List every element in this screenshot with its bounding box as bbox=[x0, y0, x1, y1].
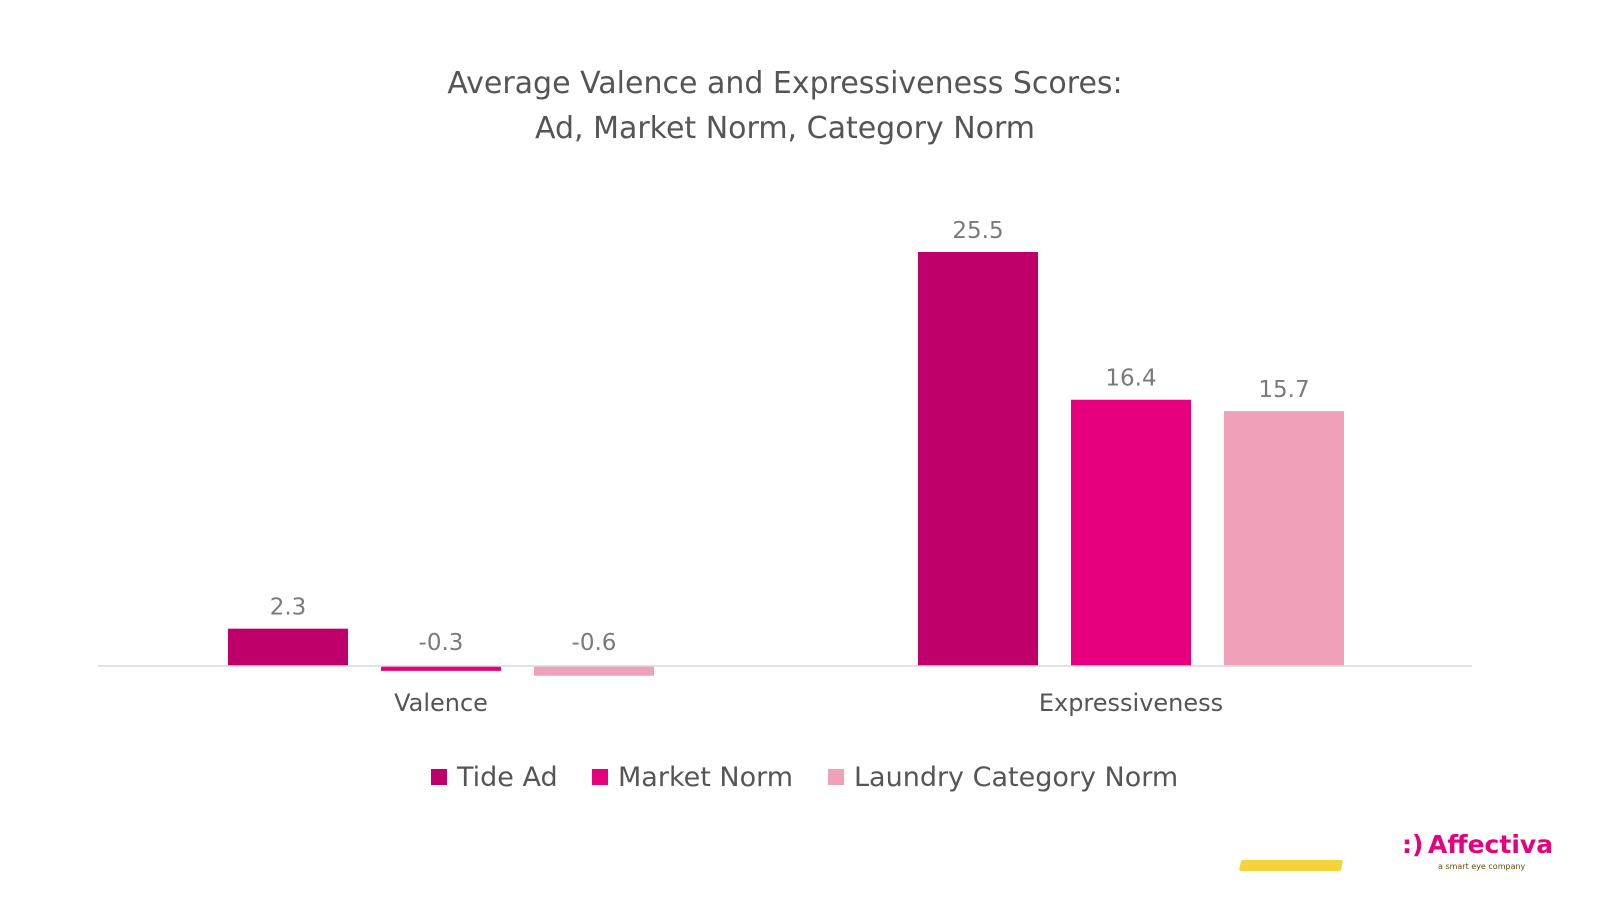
logo-tagline-background bbox=[1239, 860, 1343, 871]
category-labels: Valence Expressiveness bbox=[394, 689, 1223, 717]
legend: Tide Ad Market Norm Laundry Category Norm bbox=[431, 762, 1178, 793]
chart-title: Average Valence and Expressiveness Score… bbox=[447, 66, 1122, 146]
data-label-valence-tide-ad: 2.3 bbox=[270, 595, 307, 621]
logo-smiley: :) bbox=[1402, 830, 1423, 859]
legend-swatch-tide-ad bbox=[431, 769, 447, 785]
data-label-expressiveness-laundry-category-norm: 15.7 bbox=[1258, 377, 1309, 403]
legend-label-market-norm: Market Norm bbox=[618, 762, 793, 793]
logo-name: Affectiva bbox=[1428, 830, 1553, 859]
logo-tagline: a smart eye company bbox=[1438, 862, 1526, 871]
bar-expressiveness-market-norm bbox=[1071, 399, 1191, 666]
bar-valence-tide-ad bbox=[228, 628, 348, 666]
legend-swatch-market-norm bbox=[592, 769, 608, 785]
chart-title-line-2: Ad, Market Norm, Category Norm bbox=[535, 111, 1035, 146]
category-label-valence: Valence bbox=[394, 689, 488, 717]
legend-label-tide-ad: Tide Ad bbox=[456, 762, 558, 793]
bar-expressiveness-laundry-category-norm bbox=[1224, 411, 1344, 666]
data-label-valence-market-norm: -0.3 bbox=[419, 630, 464, 656]
legend-label-laundry-category-norm: Laundry Category Norm bbox=[854, 762, 1178, 793]
bars-layer: 2.3 -0.3 -0.6 25.5 16.4 15.7 bbox=[228, 218, 1344, 676]
category-label-expressiveness: Expressiveness bbox=[1039, 689, 1223, 717]
bar-valence-laundry-category-norm bbox=[534, 666, 654, 676]
affectiva-logo: :) Affectiva a smart eye company bbox=[1239, 830, 1553, 871]
bar-valence-market-norm bbox=[381, 666, 501, 671]
bar-expressiveness-tide-ad bbox=[918, 252, 1038, 666]
data-label-expressiveness-tide-ad: 25.5 bbox=[952, 218, 1003, 244]
data-label-valence-laundry-category-norm: -0.6 bbox=[572, 630, 617, 656]
legend-swatch-laundry-category-norm bbox=[828, 769, 844, 785]
data-label-expressiveness-market-norm: 16.4 bbox=[1105, 366, 1156, 392]
chart-title-line-1: Average Valence and Expressiveness Score… bbox=[447, 66, 1122, 101]
